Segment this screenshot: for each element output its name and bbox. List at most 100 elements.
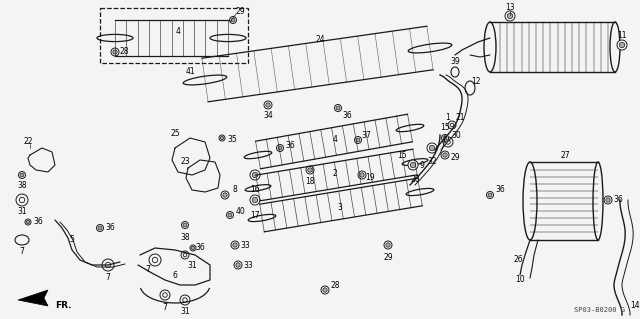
Text: 36: 36	[33, 218, 43, 226]
Polygon shape	[18, 290, 48, 306]
Circle shape	[323, 288, 327, 292]
Text: 32: 32	[427, 158, 437, 167]
Text: 36: 36	[613, 196, 623, 204]
Circle shape	[234, 261, 242, 269]
Text: 10: 10	[515, 276, 525, 285]
Circle shape	[220, 136, 223, 140]
Text: 29: 29	[235, 8, 245, 17]
Circle shape	[306, 166, 314, 174]
Circle shape	[505, 11, 515, 21]
Circle shape	[252, 197, 258, 203]
Text: 38: 38	[180, 233, 190, 241]
Text: 20: 20	[410, 175, 420, 184]
Text: 23: 23	[180, 158, 190, 167]
Circle shape	[97, 225, 104, 232]
Circle shape	[443, 153, 447, 157]
Circle shape	[230, 17, 237, 24]
Circle shape	[250, 170, 260, 180]
Circle shape	[276, 145, 284, 152]
Circle shape	[606, 198, 610, 202]
Circle shape	[620, 42, 625, 48]
Circle shape	[336, 106, 340, 110]
Circle shape	[252, 172, 258, 178]
Text: 29: 29	[383, 254, 393, 263]
Circle shape	[321, 286, 329, 294]
Circle shape	[266, 103, 270, 107]
Text: 14: 14	[630, 300, 640, 309]
Circle shape	[441, 151, 449, 159]
Circle shape	[191, 246, 195, 250]
Circle shape	[233, 243, 237, 247]
Circle shape	[19, 172, 26, 179]
Text: 16: 16	[250, 186, 260, 195]
Text: 31: 31	[17, 207, 27, 217]
Circle shape	[486, 191, 493, 198]
Text: 17: 17	[250, 211, 260, 219]
Text: 7: 7	[145, 265, 150, 275]
Circle shape	[250, 195, 260, 205]
Circle shape	[408, 160, 418, 170]
Text: 8: 8	[232, 186, 237, 195]
Text: 30: 30	[451, 130, 461, 139]
Text: 36: 36	[285, 140, 295, 150]
Circle shape	[113, 50, 117, 54]
Circle shape	[384, 241, 392, 249]
Circle shape	[231, 241, 239, 249]
Bar	[100, 8, 248, 63]
Text: 3: 3	[337, 203, 342, 211]
Text: 41: 41	[185, 66, 195, 76]
Text: 4: 4	[175, 27, 180, 36]
Circle shape	[308, 168, 312, 172]
Text: 21: 21	[455, 113, 465, 122]
Circle shape	[356, 138, 360, 142]
Text: 7: 7	[20, 248, 24, 256]
Circle shape	[429, 145, 435, 151]
Text: 36: 36	[195, 243, 205, 253]
Circle shape	[25, 219, 31, 225]
Circle shape	[219, 135, 225, 141]
Text: 2: 2	[333, 168, 337, 177]
Circle shape	[26, 220, 29, 224]
Text: 36: 36	[495, 186, 505, 195]
Text: 36: 36	[105, 224, 115, 233]
Text: 29: 29	[450, 153, 460, 162]
Circle shape	[508, 13, 513, 19]
Text: 26: 26	[513, 256, 523, 264]
Circle shape	[182, 221, 189, 228]
Text: 6: 6	[173, 271, 177, 279]
Text: 4: 4	[333, 136, 337, 145]
Circle shape	[278, 146, 282, 150]
Text: 31: 31	[187, 261, 197, 270]
Text: 31: 31	[180, 308, 190, 316]
Circle shape	[442, 135, 449, 142]
Text: 7: 7	[163, 303, 168, 313]
Circle shape	[231, 18, 235, 22]
Circle shape	[488, 193, 492, 197]
Circle shape	[360, 173, 364, 177]
Text: 38: 38	[17, 181, 27, 189]
Circle shape	[355, 137, 362, 144]
Text: 12: 12	[471, 78, 481, 86]
Text: 7: 7	[106, 273, 111, 283]
Circle shape	[264, 101, 272, 109]
Circle shape	[221, 191, 229, 199]
Circle shape	[190, 245, 196, 251]
Text: 18: 18	[305, 177, 315, 187]
Circle shape	[236, 263, 240, 267]
Text: 39: 39	[450, 57, 460, 66]
Text: 13: 13	[505, 4, 515, 12]
Circle shape	[223, 193, 227, 197]
Text: 28: 28	[119, 48, 129, 56]
Text: 19: 19	[365, 174, 375, 182]
Circle shape	[358, 171, 366, 179]
Text: 5: 5	[70, 235, 74, 244]
Text: 24: 24	[315, 35, 325, 44]
Circle shape	[335, 105, 342, 112]
Circle shape	[227, 211, 234, 219]
Text: 11: 11	[617, 31, 627, 40]
Text: 35: 35	[227, 136, 237, 145]
Circle shape	[443, 136, 447, 140]
Text: 9: 9	[420, 160, 424, 169]
Text: 1: 1	[445, 114, 451, 122]
Text: FR.: FR.	[55, 300, 72, 309]
